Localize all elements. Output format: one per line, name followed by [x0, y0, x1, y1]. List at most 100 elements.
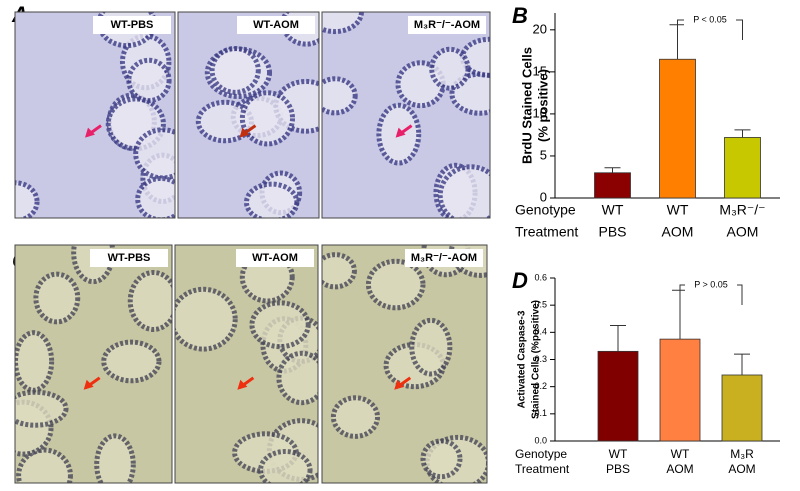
arrow-head: [394, 379, 405, 390]
annotation-bg: [684, 14, 736, 26]
crypt: [276, 350, 318, 406]
treatment-label: AOM: [728, 462, 755, 476]
label-box: [93, 16, 171, 34]
y-tick-label: 0.3: [534, 354, 547, 364]
bar: [597, 350, 639, 442]
frame: [177, 11, 320, 219]
image-label: M₃R⁻/⁻-AOM: [411, 252, 477, 264]
frame: [321, 11, 491, 219]
y-tick-label: 20: [533, 21, 547, 36]
label-box: [408, 16, 486, 34]
crypt: [322, 76, 358, 116]
treatment-label: PBS: [598, 224, 626, 240]
category-label: WT: [609, 447, 628, 461]
crypt: [322, 252, 357, 290]
row-label: Genotype: [515, 447, 567, 461]
image-label: WT-AOM: [252, 252, 298, 264]
crypt: [126, 57, 172, 104]
y-tick-label: 0.4: [534, 327, 547, 337]
treatment-label: AOM: [662, 224, 694, 240]
frame: [321, 244, 488, 484]
row-label: Genotype: [515, 202, 576, 218]
y-axis-label: BrdU Stained Cells: [519, 47, 534, 164]
crypt: [135, 175, 175, 218]
error-bar: [734, 353, 750, 375]
frame: [14, 11, 176, 219]
crypt: [460, 36, 490, 78]
y-tick-label: 0.2: [534, 381, 547, 391]
category-label: WT: [667, 202, 689, 218]
category-label: WT: [671, 447, 690, 461]
y-tick-label: 0.0: [534, 435, 547, 445]
crypt: [239, 90, 296, 147]
y-axis-label: Activated Caspase-3: [517, 310, 528, 408]
treatment-label: AOM: [666, 462, 693, 476]
bar: [721, 374, 763, 442]
label-box: [90, 249, 168, 267]
error-bar: [734, 129, 751, 138]
error-bar: [610, 325, 626, 352]
crypt: [243, 181, 300, 218]
panel-letter: D: [512, 268, 528, 293]
label-box: [405, 249, 483, 267]
y-tick-label: 0.5: [534, 300, 547, 310]
crypt: [15, 389, 69, 428]
crypt: [409, 317, 453, 377]
crypt: [175, 286, 238, 352]
micrograph: WT-PBS: [14, 244, 173, 484]
row-label: Treatment: [515, 462, 570, 476]
crypt: [420, 438, 463, 480]
row-label: Treatment: [515, 224, 578, 240]
image-label: M₃R⁻/⁻-AOM: [414, 19, 480, 31]
crypt: [330, 395, 381, 439]
bar: [724, 137, 761, 199]
error-bar: [672, 289, 688, 340]
annotation: P > 0.05: [694, 279, 728, 289]
annotation-bg: [685, 279, 737, 291]
category-label: M₃R: [730, 447, 754, 461]
y-tick-label: 0.1: [534, 408, 547, 418]
tissue: [195, 12, 319, 218]
crypt: [127, 269, 172, 332]
crypt: [15, 330, 55, 393]
micrograph: WT-AOM: [177, 11, 320, 219]
image-label: WT-AOM: [253, 19, 299, 31]
bar: [659, 338, 701, 442]
panel-letter: B: [512, 3, 528, 28]
micrograph: WT-AOM: [174, 244, 319, 484]
micrograph: WT-PBS: [14, 11, 176, 219]
frame: [174, 244, 319, 484]
arrow-head: [83, 379, 94, 390]
label-box: [236, 249, 314, 267]
y-tick-label: 0.6: [534, 272, 547, 282]
crypt: [429, 46, 471, 91]
crypt: [209, 45, 261, 95]
crypt: [258, 448, 313, 483]
image-label: WT-PBS: [108, 252, 151, 264]
arrow-head: [85, 127, 95, 138]
y-tick-label: 5: [540, 147, 547, 162]
image-label: WT-PBS: [111, 19, 154, 31]
category-label: M₃R⁻/⁻: [719, 202, 765, 218]
frame: [14, 244, 173, 484]
y-axis-label: (% positive): [535, 69, 550, 142]
micrograph: M₃R⁻/⁻-AOM: [321, 244, 488, 484]
crypt: [365, 258, 426, 311]
arrow-head: [239, 127, 250, 138]
crypt: [33, 271, 81, 325]
crypt: [133, 127, 175, 181]
micrograph: M₃R⁻/⁻-AOM: [321, 11, 491, 219]
treatment-label: AOM: [727, 224, 759, 240]
label-box: [237, 16, 315, 34]
tissue: [15, 245, 172, 483]
error-bar: [604, 167, 621, 173]
arrow-head: [395, 127, 406, 138]
tissue: [15, 12, 175, 218]
bar: [659, 58, 696, 199]
crypt: [16, 447, 73, 483]
y-tick-label: 0: [540, 189, 547, 204]
crypt: [249, 300, 311, 350]
annotation: P < 0.05: [693, 14, 727, 24]
